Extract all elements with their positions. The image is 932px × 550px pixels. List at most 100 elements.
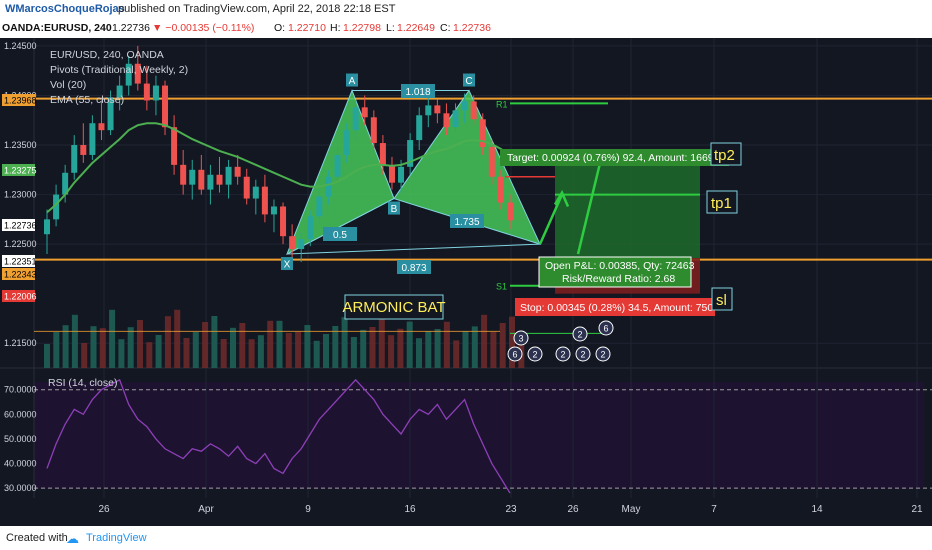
volume-bar xyxy=(323,334,329,368)
tradingview-brand[interactable]: TradingView xyxy=(86,532,147,544)
candle-body xyxy=(80,145,87,155)
volume-bar xyxy=(341,317,348,368)
volume-bar xyxy=(471,326,478,368)
rsi-indicator: 70.0000 60.0000 50.0000 40.0000 30.0000 xyxy=(4,378,932,494)
arrow-tp1-head xyxy=(553,189,570,207)
pattern-title: ARMONIC BAT xyxy=(342,299,445,316)
volume-bar xyxy=(267,320,274,368)
volume-bar xyxy=(416,338,422,368)
event-marker-count: 2 xyxy=(532,350,537,360)
candle-body xyxy=(479,119,486,148)
point-b-box xyxy=(388,201,400,215)
candle-body xyxy=(370,117,377,144)
legend-rsi[interactable]: RSI (14, close) xyxy=(48,377,117,389)
volume-bar xyxy=(211,316,218,368)
volume-bar xyxy=(137,320,143,368)
volume-bar xyxy=(332,326,339,368)
volume-bar xyxy=(155,335,162,368)
volume-bar xyxy=(499,323,506,368)
time-tick-label: Apr xyxy=(198,504,214,515)
legend-volume[interactable]: Vol (20) xyxy=(50,79,86,91)
price-badge-label: 1.22343 xyxy=(4,270,37,280)
rsi-tick-label: 60.0000 xyxy=(4,409,37,419)
candle-body xyxy=(407,140,414,167)
event-marker-count: 2 xyxy=(577,330,582,340)
event-marker-count: 6 xyxy=(512,350,517,360)
event-marker-count: 2 xyxy=(580,350,585,360)
candle-body xyxy=(225,166,232,185)
ratio-box xyxy=(450,214,484,228)
volume-bar xyxy=(44,344,50,368)
candle-body xyxy=(289,236,296,250)
volume-bar xyxy=(276,320,283,368)
tradingview-logo-icon[interactable]: ☁ xyxy=(66,531,79,546)
price-badge xyxy=(2,164,35,176)
volume-bar xyxy=(443,321,450,368)
candle-body xyxy=(180,164,187,185)
candle-body xyxy=(189,169,196,185)
ratio-box xyxy=(401,84,435,98)
point-a-label: A xyxy=(349,76,356,87)
legend-pivots[interactable]: Pivots (Traditional, Weekly, 2) xyxy=(50,64,188,76)
publish-header: WMarcosChoqueRojas published on TradingV… xyxy=(0,0,932,22)
volume-bar xyxy=(202,322,209,368)
candle-body xyxy=(379,143,386,165)
volume-bar xyxy=(109,309,116,368)
open-label: O: xyxy=(274,22,286,34)
candle-body xyxy=(425,105,432,116)
legend-ema[interactable]: EMA (55, close) xyxy=(50,94,124,106)
candle-body xyxy=(352,107,359,131)
volume-bar xyxy=(230,327,236,368)
candle-body xyxy=(325,176,332,197)
open-pl-label: Open P&L: 0.00385, Qty: 72463 xyxy=(545,260,695,272)
pivot-s1-label: S1 xyxy=(496,282,507,292)
ema-line xyxy=(46,122,511,214)
candle-body xyxy=(470,101,477,120)
candle-body xyxy=(89,123,96,155)
volume-bar xyxy=(406,321,413,368)
author-link[interactable]: WMarcosChoqueRojas xyxy=(5,3,125,15)
ratio-label: 0.873 xyxy=(401,263,426,274)
symbol-interval[interactable]: OANDA:EURUSD, 240 xyxy=(2,22,112,34)
price-badge xyxy=(2,219,35,231)
volume-bar xyxy=(164,316,171,368)
time-tick-label: 26 xyxy=(567,504,579,515)
volume-bar xyxy=(90,326,97,368)
event-markers[interactable]: 6 2 2 2 23 26 xyxy=(507,320,614,362)
price-tick-label: 1.22500 xyxy=(4,239,37,249)
price-tick-label: 1.23000 xyxy=(4,190,37,200)
footer: Created with ☁ TradingView xyxy=(0,528,932,550)
time-tick-label: 7 xyxy=(711,504,717,515)
rsi-tick-label: 70.0000 xyxy=(4,385,37,395)
risk-reward-label: Risk/Reward Ratio: 2.68 xyxy=(562,273,675,285)
rsi-line xyxy=(46,378,511,494)
arrow-tp1-shaft xyxy=(538,194,564,245)
event-marker xyxy=(572,326,588,342)
time-axis xyxy=(0,498,932,526)
candle-body xyxy=(125,63,132,86)
volume-bar xyxy=(99,328,106,368)
candle-body xyxy=(116,85,123,98)
event-marker xyxy=(513,330,529,346)
point-c-box xyxy=(463,73,475,87)
open-value: 1.22710 xyxy=(288,22,326,34)
price-change: ▼ −0.00135 (−0.11%) xyxy=(152,22,255,34)
candle-body xyxy=(398,166,405,183)
volume-bar xyxy=(71,314,78,368)
candle-body xyxy=(461,101,468,111)
volume-bar xyxy=(183,338,190,368)
close-value: 1.22736 xyxy=(453,22,491,34)
volume-bar xyxy=(453,340,460,368)
candle-body xyxy=(216,174,223,185)
candle-body xyxy=(198,169,205,190)
candle-body xyxy=(334,154,341,177)
created-with-text: Created with xyxy=(6,532,68,544)
volume-bar xyxy=(509,316,515,368)
event-marker xyxy=(598,320,614,336)
volume-bar xyxy=(220,339,227,368)
last-price: 1.22736 xyxy=(112,22,150,34)
sl-label: sl xyxy=(716,292,727,309)
ohlc-bar: OANDA:EURUSD, 240 1.22736 ▼ −0.00135 (−0… xyxy=(0,21,932,37)
candle-body xyxy=(443,113,450,128)
